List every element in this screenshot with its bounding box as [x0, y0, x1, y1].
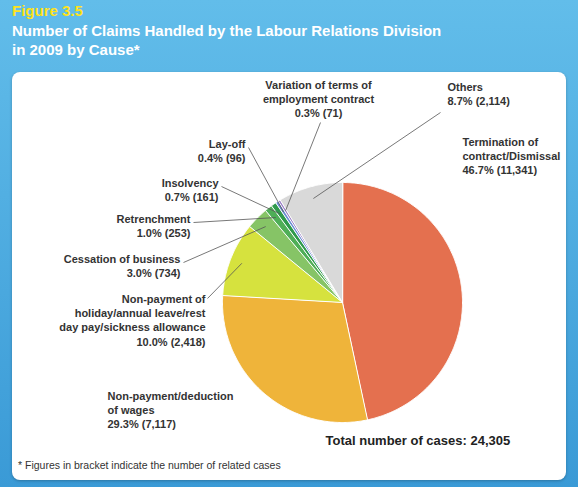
- svg-text:Cessation of business3.0% (734: Cessation of business3.0% (734): [64, 253, 181, 279]
- html-text:Number of Claims Handled by th: Number of Claims Handled by the Labour R…: [12, 22, 442, 58]
- html-text:Figure 3.5: Figure 3.5: [12, 2, 83, 19]
- svg-text:Lay-off0.4% (96): Lay-off0.4% (96): [198, 138, 246, 164]
- svg-text:Others8.7% (2,114): Others8.7% (2,114): [448, 81, 511, 107]
- svg-text:Variation of terms ofemploymen: Variation of terms ofemployment contract…: [263, 79, 375, 120]
- svg-text:Insolvency0.7% (161): Insolvency0.7% (161): [162, 177, 220, 203]
- svg-text:Non-payment ofholiday/annual l: Non-payment ofholiday/annual leave/restd…: [59, 293, 205, 348]
- svg-text:Retrenchment1.0% (253): Retrenchment1.0% (253): [117, 213, 191, 239]
- svg-text:Termination ofcontract/Dismiss: Termination ofcontract/Dismissal46.7% (1…: [463, 136, 561, 177]
- svg-text:Total number of cases: 24,305: Total number of cases: 24,305: [326, 433, 511, 448]
- html-text:* Figures in bracket indicate: * Figures in bracket indicate the number…: [18, 459, 281, 471]
- svg-text:Non-payment/deductionof wages2: Non-payment/deductionof wages29.3% (7,11…: [108, 390, 234, 431]
